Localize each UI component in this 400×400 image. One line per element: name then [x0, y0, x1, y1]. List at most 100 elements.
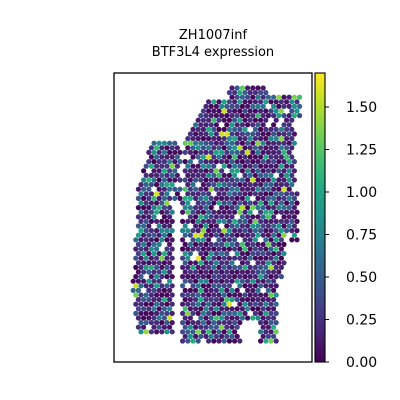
expression-spot	[247, 108, 253, 114]
expression-spot	[216, 154, 222, 160]
expression-spot	[203, 287, 209, 293]
expression-spot	[221, 274, 227, 280]
expression-spot	[195, 200, 201, 206]
expression-spot	[268, 209, 274, 215]
expression-spot	[161, 205, 167, 211]
expression-spot	[198, 315, 204, 321]
expression-spot	[258, 191, 264, 197]
expression-spot	[213, 232, 219, 238]
expression-spot	[203, 113, 209, 119]
expression-spot	[239, 122, 245, 128]
expression-spot	[229, 131, 235, 137]
expression-spot	[229, 186, 235, 192]
expression-spot	[268, 218, 274, 224]
expression-spot	[247, 200, 253, 206]
expression-spot	[156, 306, 162, 312]
expression-spot	[190, 264, 196, 270]
expression-spot	[206, 329, 212, 335]
expression-spot	[182, 278, 188, 284]
expression-spot	[273, 320, 279, 326]
expression-spot	[206, 182, 212, 188]
expression-spot	[252, 200, 258, 206]
expression-spot	[234, 333, 240, 339]
expression-spot	[185, 310, 191, 316]
expression-spot	[239, 113, 245, 119]
expression-spot	[278, 218, 284, 224]
expression-spot	[258, 246, 264, 252]
expression-spot	[281, 94, 287, 100]
expression-spot	[276, 168, 282, 174]
expression-spot	[190, 191, 196, 197]
expression-spot	[226, 145, 232, 151]
expression-spot	[185, 200, 191, 206]
expression-spot	[281, 232, 287, 238]
expression-spot	[284, 200, 290, 206]
expression-spot	[221, 320, 227, 326]
expression-spot	[156, 251, 162, 257]
expression-spot	[182, 324, 188, 330]
expression-spot	[156, 177, 162, 183]
expression-spot	[242, 283, 248, 289]
expression-spot	[182, 333, 188, 339]
expression-spot	[278, 108, 284, 114]
expression-spot	[224, 297, 230, 303]
expression-spot	[169, 145, 175, 151]
expression-spot	[151, 168, 157, 174]
expression-spot	[203, 269, 209, 275]
expression-spot	[135, 287, 141, 293]
expression-spot	[258, 99, 264, 105]
expression-spot	[271, 214, 277, 220]
expression-spot	[289, 191, 295, 197]
expression-spot	[265, 241, 271, 247]
expression-spot	[141, 177, 147, 183]
expression-spot	[211, 209, 217, 215]
expression-spot	[167, 223, 173, 229]
expression-spot	[273, 154, 279, 160]
expression-spot	[138, 228, 144, 234]
expression-spot	[187, 306, 193, 312]
expression-spot	[234, 168, 240, 174]
expression-spot	[245, 260, 251, 266]
expression-spot	[135, 186, 141, 192]
expression-spot	[208, 103, 214, 109]
expression-spot	[172, 195, 178, 201]
expression-spot	[151, 297, 157, 303]
expression-spot	[221, 163, 227, 169]
expression-spot	[146, 214, 152, 220]
expression-spot	[268, 310, 274, 316]
expression-spot	[203, 251, 209, 257]
expression-spot	[234, 195, 240, 201]
expression-spot	[159, 191, 165, 197]
expression-spot	[151, 205, 157, 211]
expression-spot	[260, 232, 266, 238]
expression-spot	[169, 163, 175, 169]
expression-spot	[289, 99, 295, 105]
expression-spot	[133, 301, 139, 307]
expression-spot	[284, 209, 290, 215]
expression-spot	[276, 223, 282, 229]
expression-spot	[278, 228, 284, 234]
expression-spot	[234, 140, 240, 146]
expression-spot	[216, 99, 222, 105]
expression-spot	[242, 172, 248, 178]
expression-spot	[221, 338, 227, 344]
expression-spot	[141, 186, 147, 192]
expression-spot	[169, 182, 175, 188]
expression-spot	[273, 209, 279, 215]
expression-spot	[167, 324, 173, 330]
expression-spot	[200, 108, 206, 114]
expression-spot	[159, 274, 165, 280]
expression-spot	[276, 94, 282, 100]
expression-spot	[273, 126, 279, 132]
expression-spot	[268, 283, 274, 289]
expression-spot	[237, 191, 243, 197]
expression-spot	[159, 292, 165, 298]
expression-spot	[268, 200, 274, 206]
expression-spot	[247, 246, 253, 252]
expression-spot	[219, 241, 225, 247]
expression-spot	[154, 292, 160, 298]
expression-spot	[219, 140, 225, 146]
expression-spot	[169, 329, 175, 335]
expression-spot	[286, 94, 292, 100]
expression-spot	[276, 260, 282, 266]
